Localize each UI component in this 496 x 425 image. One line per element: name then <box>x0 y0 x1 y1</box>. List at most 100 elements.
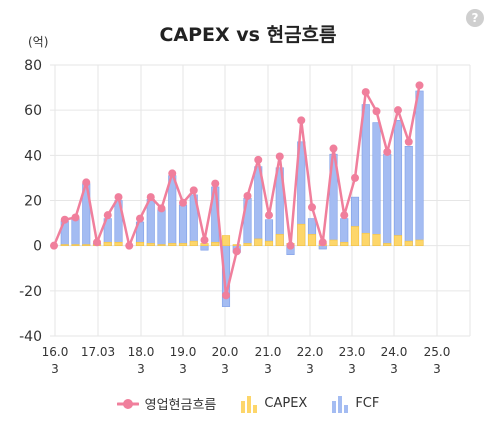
capex-bar <box>168 243 177 246</box>
capex-bar <box>114 241 123 246</box>
x-tick-label-line2: 3 <box>51 362 59 376</box>
operating-cf-point <box>394 106 402 115</box>
operating-cf-point <box>340 211 349 220</box>
y-tick-label: 80 <box>24 58 42 74</box>
y-axis-unit: (억) <box>28 35 49 49</box>
operating-cf-point <box>189 186 198 195</box>
capex-bar <box>340 241 349 246</box>
operating-cf-point <box>243 191 252 200</box>
capex-bar <box>404 240 413 246</box>
capex-bar <box>82 244 91 246</box>
x-tick-label: 25.0 <box>424 345 451 359</box>
capex-bar <box>60 244 69 246</box>
operating-cf-point <box>157 204 166 213</box>
operating-cf-point <box>351 173 359 182</box>
capex-bar <box>415 239 424 246</box>
chart-bars <box>60 90 424 307</box>
capex-bar <box>329 239 338 246</box>
operating-cf-point <box>60 215 69 224</box>
x-tick-label-line2: 3 <box>348 362 356 376</box>
operating-cf-point <box>361 88 370 97</box>
x-tick-label: 24.0 <box>381 345 408 359</box>
fcf-bar <box>178 204 188 246</box>
fcf-bar <box>393 120 403 246</box>
operating-cf-point <box>93 238 101 247</box>
x-tick-label: 21.0 <box>255 345 282 359</box>
chart-line <box>50 81 424 300</box>
fcf-bar <box>71 218 80 246</box>
operating-cf-point <box>82 178 91 187</box>
operating-cf-point <box>265 211 273 220</box>
x-tick-label-line2: 3 <box>221 362 229 376</box>
operating-cf-point <box>168 169 177 178</box>
capex-bar <box>383 243 392 246</box>
x-tick-label: 18.0 <box>128 345 155 359</box>
fcf-bar <box>404 146 413 246</box>
operating-cf-point <box>103 211 112 220</box>
bar-marker-icon <box>332 395 349 413</box>
capex-bar <box>189 240 198 246</box>
operating-cf-point <box>254 155 263 164</box>
operating-cf-point <box>308 203 316 212</box>
operating-cf-point <box>200 236 209 245</box>
x-tick-label-line2: 3 <box>390 362 398 376</box>
bar-marker-icon <box>241 395 258 413</box>
y-axis-ticks: 80 60 40 20 0 -20 -40 <box>19 58 42 345</box>
legend-label: 영업현금흐름 <box>144 398 217 413</box>
operating-cf-point <box>329 144 338 153</box>
legend-item-capex[interactable]: CAPEX <box>240 394 307 413</box>
legend-label: CAPEX <box>264 396 308 411</box>
operating-cf-point <box>211 179 220 188</box>
capex-bar <box>178 243 188 246</box>
capex-bar <box>297 223 306 246</box>
capex-bar <box>307 234 317 246</box>
y-tick-label: 40 <box>24 148 42 164</box>
fcf-bar <box>372 122 381 246</box>
fcf-bar <box>415 90 424 246</box>
capex-bar <box>135 241 145 246</box>
capex-bar <box>211 241 220 246</box>
capex-bar <box>393 235 403 246</box>
fcf-bar <box>200 245 209 251</box>
capex-bar <box>103 241 112 246</box>
chart-title: CAPEX vs 현금흐름 <box>159 24 337 46</box>
operating-cf-point <box>372 107 381 116</box>
x-tick-label-line2: 3 <box>433 362 441 376</box>
operating-cf-point <box>318 238 327 247</box>
operating-cf-point <box>71 213 80 222</box>
legend-label: FCF <box>355 396 380 411</box>
x-tick-label-line2: 3 <box>264 362 272 376</box>
operating-cf-point <box>415 81 424 90</box>
operating-cf-point <box>286 241 295 250</box>
y-tick-label: -40 <box>19 329 42 345</box>
legend-item-fcf[interactable]: FCF <box>331 394 379 413</box>
capex-bar <box>157 244 166 246</box>
x-tick-label-line2: 3 <box>306 362 314 376</box>
capex-bar <box>243 243 252 246</box>
operating-cf-point <box>275 152 284 161</box>
y-tick-label: 60 <box>24 103 42 119</box>
fcf-bar <box>157 209 166 246</box>
operating-cf-point <box>297 116 306 125</box>
help-icon[interactable]: ? <box>466 9 484 27</box>
y-tick-label: 20 <box>24 194 42 210</box>
capex-bar <box>221 235 231 246</box>
capex-bar <box>361 232 370 246</box>
capex-bar <box>264 240 274 246</box>
legend-item-operating-cf[interactable]: 영업현금흐름 <box>116 394 217 413</box>
capex-bar <box>146 243 155 246</box>
chart-plot: 80 60 40 20 0 -20 -40 16.0 3 17.03 18.0 3 19.0 3 20.0… <box>19 58 471 376</box>
x-tick-label: 17.03 <box>81 345 115 359</box>
x-tick-label-line2: 3 <box>137 362 145 376</box>
capex-bar <box>254 238 263 246</box>
x-tick-label: 19.0 <box>170 345 197 359</box>
capex-bar <box>275 234 284 246</box>
capex-bar <box>350 226 360 246</box>
operating-cf-point <box>383 147 392 156</box>
x-tick-label: 20.0 <box>212 345 239 359</box>
chart-legend: 영업현금흐름 CAPEX FCF <box>0 394 496 413</box>
operating-cf-point <box>222 291 230 300</box>
fcf-bar <box>383 153 392 246</box>
x-tick-label: 22.0 <box>297 345 324 359</box>
